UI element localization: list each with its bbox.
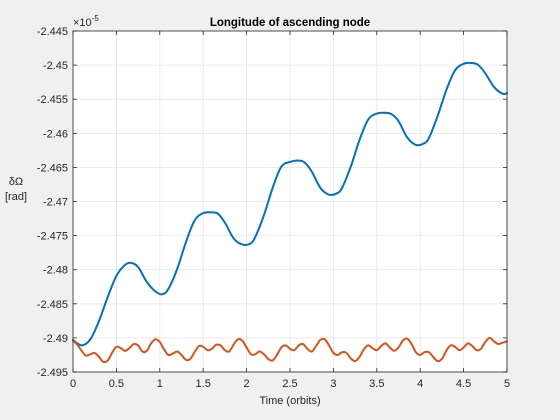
y-tick-label: -2.45 <box>43 60 68 72</box>
exponent-power: -5 <box>92 14 100 23</box>
exponent-label: ×10-5 <box>73 14 99 29</box>
x-tick-label: 1 <box>157 378 163 390</box>
x-tick-label: 3.5 <box>369 378 384 390</box>
y-tick-label: -2.475 <box>37 231 68 243</box>
y-tick-label: -2.445 <box>37 26 68 38</box>
x-tick-label: 0 <box>70 378 76 390</box>
y-tick-label: -2.48 <box>43 265 68 277</box>
y-tick-label: -2.465 <box>37 162 68 174</box>
y-axis-label-symbol: δΩ <box>9 176 23 188</box>
y-tick-label: -2.46 <box>43 128 68 140</box>
x-tick-label: 2 <box>244 378 250 390</box>
y-axis-label-unit: [rad] <box>5 191 27 203</box>
series-line-1 <box>72 61 508 347</box>
x-tick-label: 2.5 <box>282 378 297 390</box>
x-tick-label: 4.5 <box>456 378 471 390</box>
x-tick-label: 5 <box>504 378 510 390</box>
y-tick-label: -2.495 <box>37 367 68 379</box>
x-tick-label: 0.5 <box>109 378 124 390</box>
y-tick-label: -2.485 <box>37 299 68 311</box>
y-tick-label: -2.455 <box>37 94 68 106</box>
y-tick-label: -2.47 <box>43 197 68 209</box>
y-tick-label: -2.49 <box>43 333 68 345</box>
x-tick-label: 3 <box>330 378 336 390</box>
exponent-base: ×10 <box>73 17 92 29</box>
series-layer <box>72 61 508 364</box>
x-tick-label: 4 <box>417 378 423 390</box>
series-line-2 <box>72 336 508 364</box>
chart-title: Longitude of ascending node <box>210 17 370 29</box>
x-tick-label: 1.5 <box>196 378 211 390</box>
ticks: 0 0.5 1 1.5 2 2.5 3 3.5 4 4.5 5 -2.445 -2.45 -2.455 -2… <box>37 26 510 390</box>
x-axis-label: Time (orbits) <box>259 395 320 407</box>
